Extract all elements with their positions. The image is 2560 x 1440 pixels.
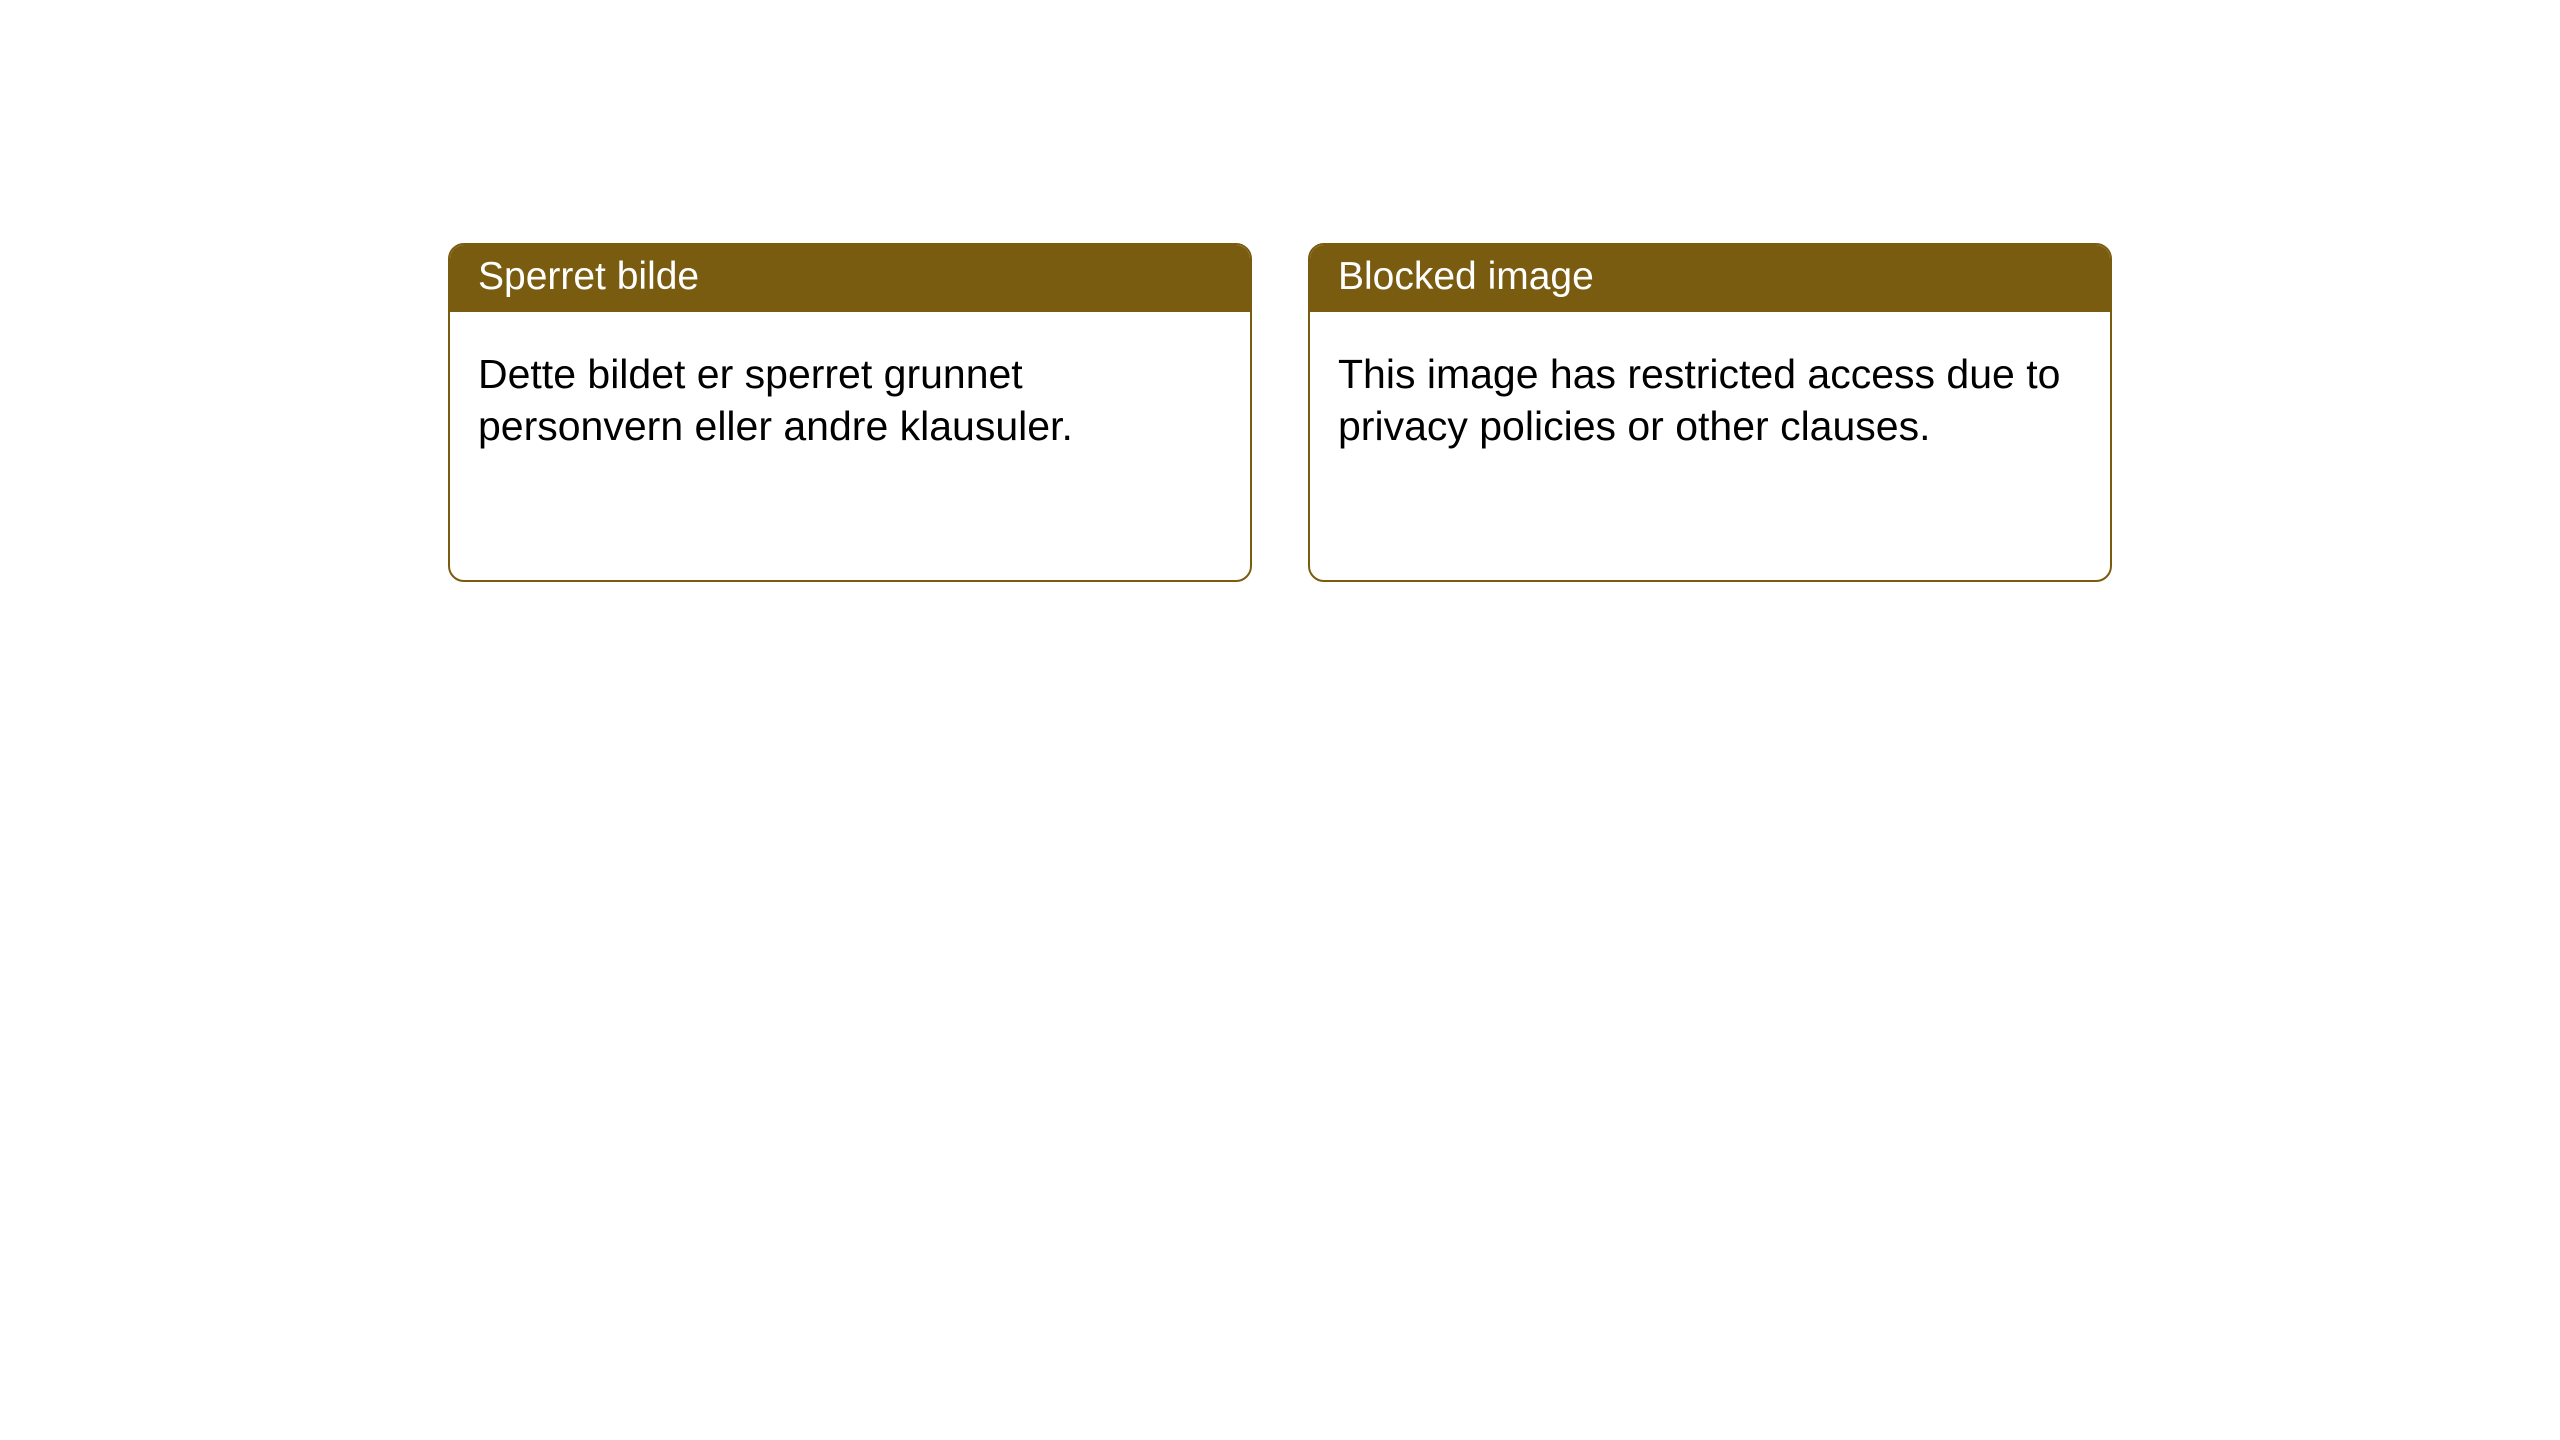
card-norwegian: Sperret bilde Dette bildet er sperret gr… xyxy=(448,243,1252,582)
card-title: Blocked image xyxy=(1310,245,2110,312)
card-english: Blocked image This image has restricted … xyxy=(1308,243,2112,582)
card-title: Sperret bilde xyxy=(450,245,1250,312)
card-body: This image has restricted access due to … xyxy=(1310,312,2110,481)
cards-container: Sperret bilde Dette bildet er sperret gr… xyxy=(448,243,2112,582)
card-body: Dette bildet er sperret grunnet personve… xyxy=(450,312,1250,481)
